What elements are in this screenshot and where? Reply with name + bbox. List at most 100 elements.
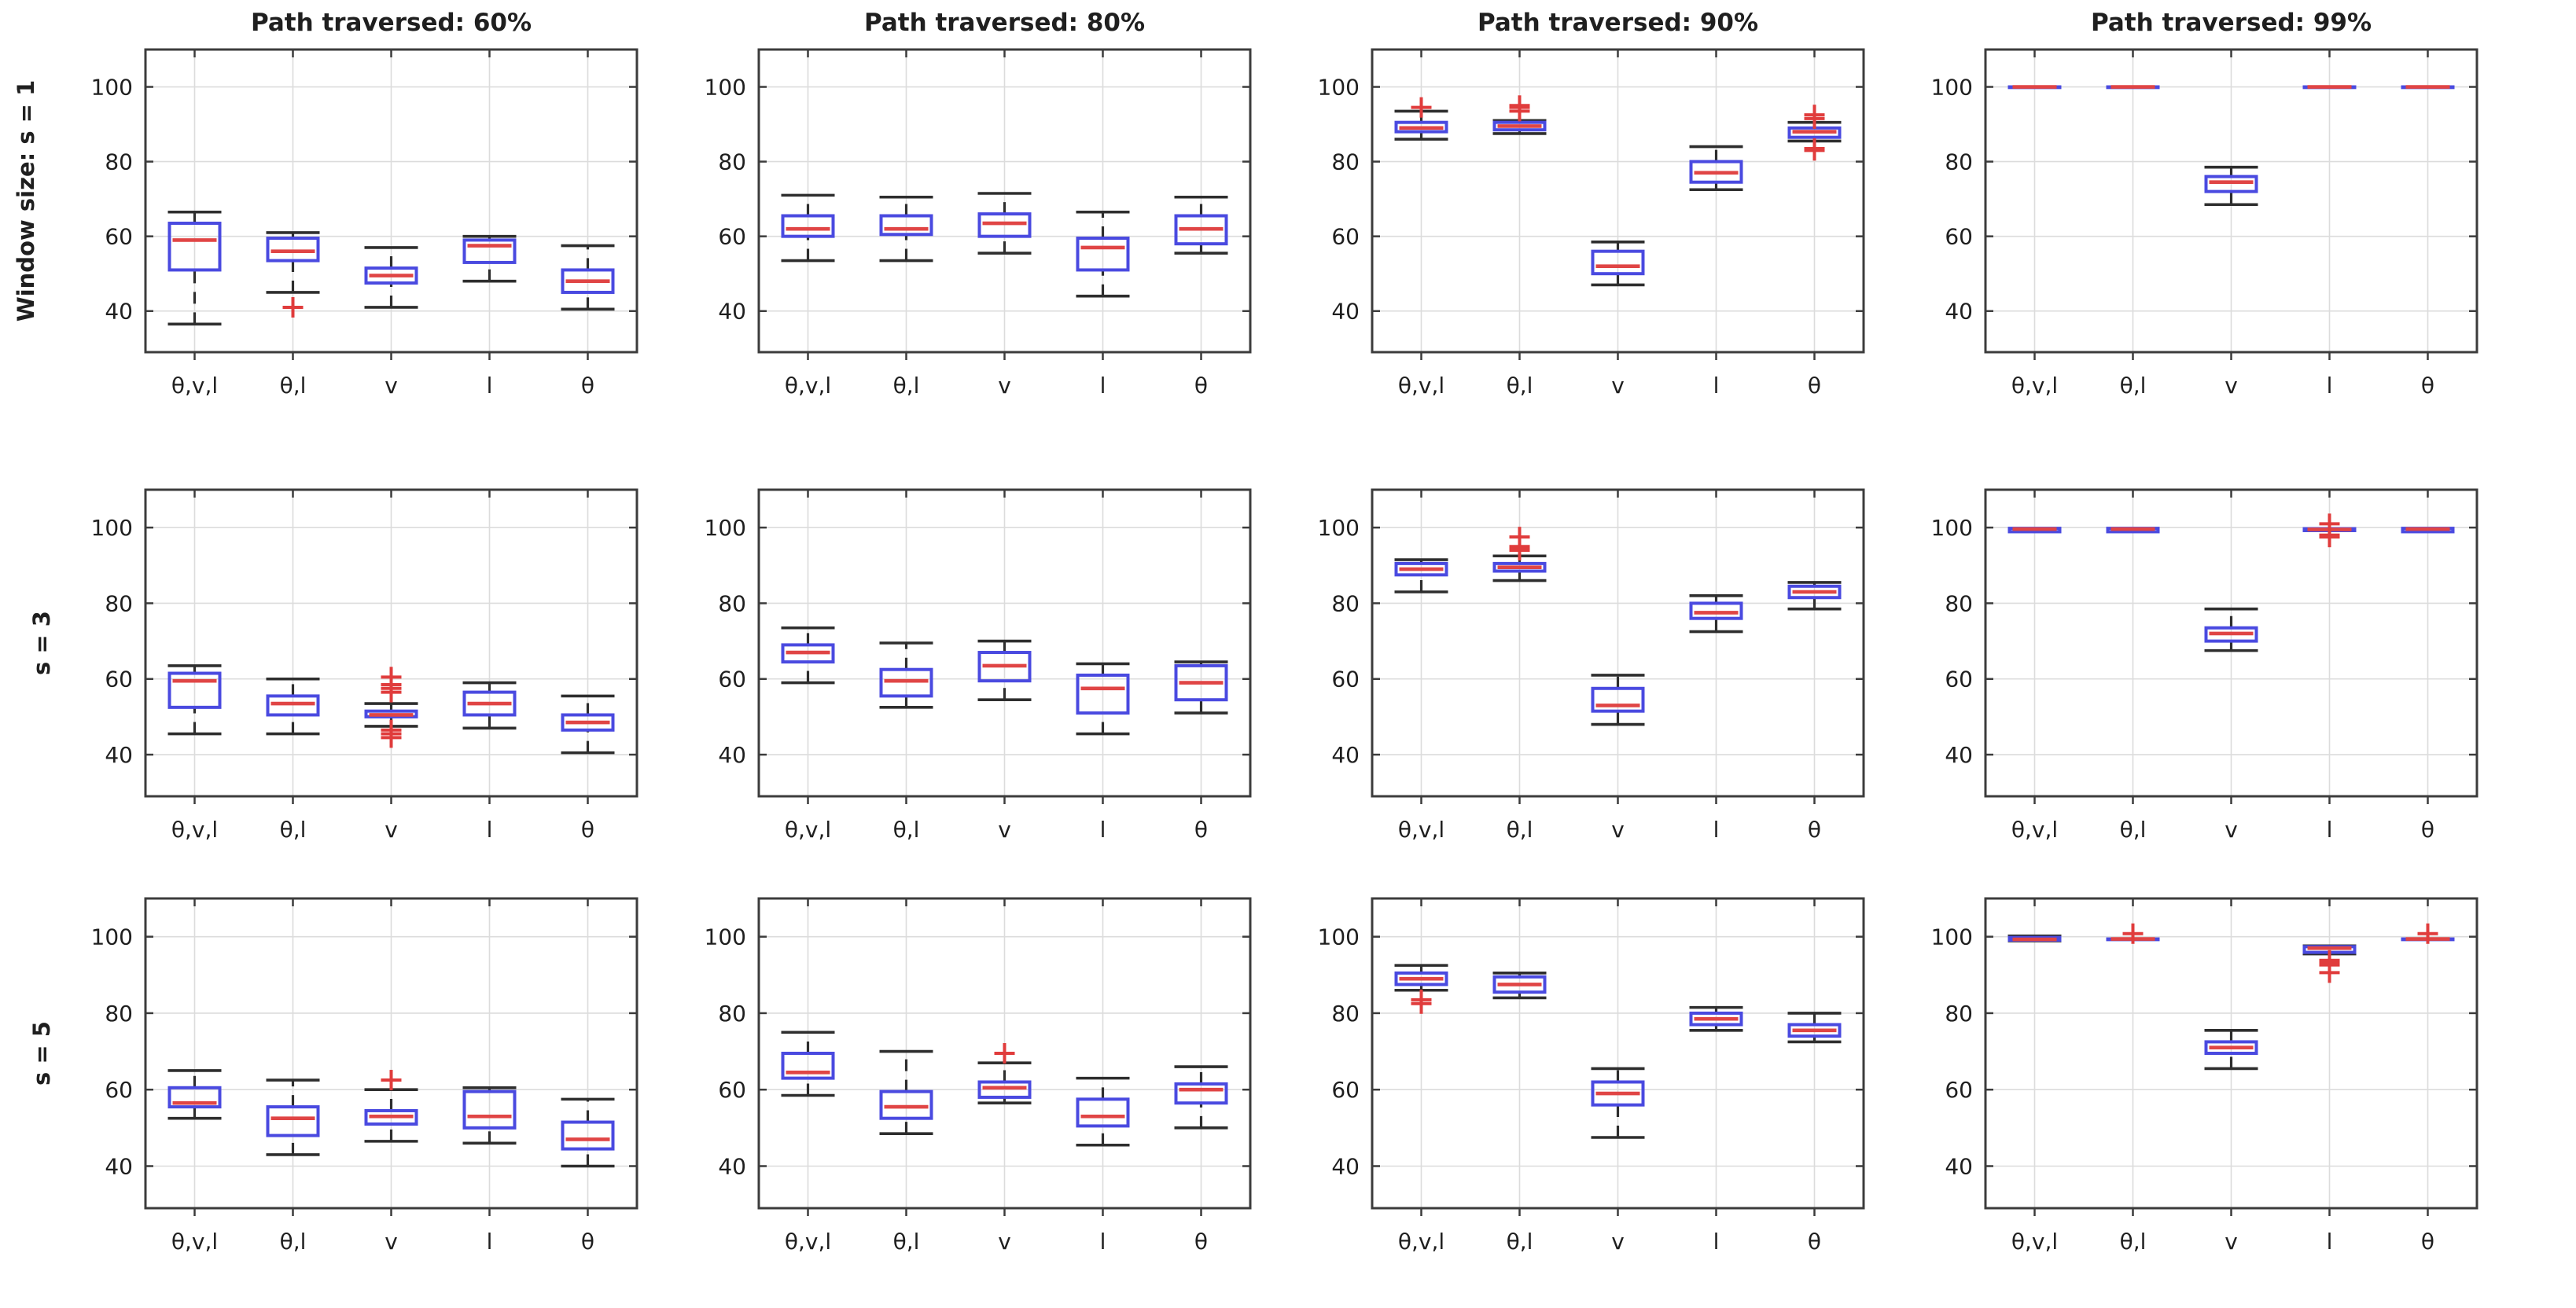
box-group-θ,l	[2106, 527, 2160, 534]
x-tick-label: l	[2327, 817, 2333, 843]
box-group-θ	[1174, 660, 1228, 715]
box-group-θ	[1787, 581, 1842, 611]
x-tick-label: v	[2225, 817, 2238, 843]
box-group-θ,v,l	[1394, 964, 1448, 1014]
x-tick-label: v	[998, 1229, 1011, 1255]
box-l	[462, 1089, 517, 1130]
box-group-l	[1689, 1005, 1743, 1032]
x-tick-label: θ	[2421, 817, 2434, 843]
subplot-r2-c3: 40 60 80 100 θ,v,l θ,l v l θ	[1318, 488, 1865, 843]
x-tick-label: θ,v,l	[785, 1229, 831, 1255]
y-tick-label: 80	[105, 1001, 133, 1027]
box-group-θ,l	[879, 641, 933, 709]
box-l	[1689, 1011, 1743, 1027]
y-tick-label: 40	[1331, 742, 1360, 768]
outlier-plus	[1509, 95, 1530, 116]
box-θ	[1174, 1082, 1228, 1105]
outlier-plus	[2319, 527, 2340, 548]
column-title: Path traversed: 80%	[864, 9, 1145, 37]
x-tick-label: v	[2225, 1229, 2238, 1255]
x-tick-label: θ	[1808, 373, 1821, 399]
x-tick-label: l	[1100, 1229, 1106, 1255]
outlier-plus	[994, 1043, 1015, 1064]
box-group-θ,v,l	[2007, 527, 2062, 534]
box-group-l	[462, 1086, 517, 1145]
x-tick-label: v	[385, 373, 398, 399]
box-group-v	[2204, 1029, 2258, 1071]
y-tick-label: 100	[705, 924, 746, 950]
subplot-r3-c2: 40 60 80 100 θ,v,l θ,l v l θ	[705, 897, 1252, 1255]
x-tick-label: θ,l	[280, 373, 307, 399]
box-group-θ	[1787, 105, 1842, 161]
box-θ,v,l	[167, 671, 222, 709]
box-l	[462, 238, 517, 264]
y-tick-label: 100	[1931, 924, 1973, 950]
x-tick-label: θ,v,l	[171, 1229, 218, 1255]
x-tick-label: l	[1713, 817, 1720, 843]
box-θ,l	[1492, 975, 1547, 994]
box-group-θ,v,l	[2007, 85, 2062, 90]
column-title: Path traversed: 99%	[2091, 9, 2372, 37]
y-tick-label: 80	[718, 149, 746, 175]
box-group-θ,v,l	[1394, 97, 1448, 141]
x-tick-label: θ,v,l	[785, 373, 831, 399]
y-tick-label: 40	[105, 299, 133, 325]
y-tick-label: 40	[1945, 299, 1973, 325]
x-tick-label: θ,l	[280, 817, 307, 843]
subplot-r3-c3: 40 60 80 100 θ,v,l θ,l v l θ	[1318, 897, 1865, 1255]
box-v	[2204, 175, 2258, 193]
x-tick-label: θ,l	[1507, 1229, 1533, 1255]
box-group-θ,v,l	[781, 626, 835, 685]
x-tick-label: l	[487, 817, 493, 843]
box-group-v	[977, 192, 1032, 255]
box-θ	[1787, 584, 1842, 600]
x-tick-label: θ	[1808, 1229, 1821, 1255]
box-v	[977, 1080, 1032, 1099]
y-tick-label: 100	[1931, 75, 1973, 101]
x-tick-label: l	[487, 373, 493, 399]
box-θ,v,l	[1394, 120, 1448, 134]
y-tick-label: 80	[718, 1001, 746, 1027]
box-group-l	[2302, 85, 2357, 90]
box-l	[1076, 673, 1130, 715]
box-θ,v,l	[781, 214, 835, 238]
y-tick-label: 80	[1331, 590, 1360, 616]
box-θ	[561, 268, 615, 294]
box-group-θ	[1787, 1012, 1842, 1044]
box-group-l	[462, 234, 517, 283]
box-group-θ	[561, 694, 615, 755]
box-group-θ,v,l	[781, 1031, 835, 1097]
y-tick-label: 60	[105, 667, 133, 693]
x-tick-label: θ,v,l	[171, 373, 218, 399]
column-title: Path traversed: 90%	[1478, 9, 1758, 37]
x-tick-label: v	[1611, 817, 1625, 843]
outlier-plus	[1411, 993, 1432, 1014]
x-tick-label: v	[385, 1229, 398, 1255]
subplot-r2-c2: 40 60 80 100 θ,v,l θ,l v l θ	[705, 488, 1252, 843]
box-θ,l	[1492, 120, 1547, 132]
box-group-θ,v,l	[167, 664, 222, 736]
y-tick-label: 60	[718, 667, 746, 693]
x-tick-label: θ,l	[2120, 1229, 2147, 1255]
box-group-l	[2302, 944, 2357, 983]
y-tick-label: 40	[718, 1153, 746, 1179]
y-tick-label: 40	[1331, 299, 1360, 325]
box-θ,l	[266, 237, 320, 263]
x-tick-label: v	[998, 817, 1011, 843]
y-tick-label: 80	[105, 149, 133, 175]
box-group-θ,l	[2106, 923, 2160, 944]
box-group-θ,l	[1492, 527, 1547, 582]
y-tick-label: 60	[1331, 224, 1360, 250]
y-tick-label: 100	[1318, 924, 1360, 950]
x-tick-label: θ,l	[2120, 817, 2147, 843]
box-group-θ,v,l	[167, 210, 222, 326]
box-v	[364, 266, 418, 285]
box-v	[364, 1108, 418, 1126]
y-tick-label: 80	[1945, 590, 1973, 616]
y-tick-label: 100	[91, 75, 133, 101]
x-tick-label: θ,l	[893, 373, 920, 399]
x-tick-label: θ,v,l	[2011, 1229, 2058, 1255]
subplot-r3-c4: 40 60 80 100 θ,v,l θ,l v l θ	[1931, 897, 2478, 1255]
x-tick-label: θ,v,l	[785, 817, 831, 843]
